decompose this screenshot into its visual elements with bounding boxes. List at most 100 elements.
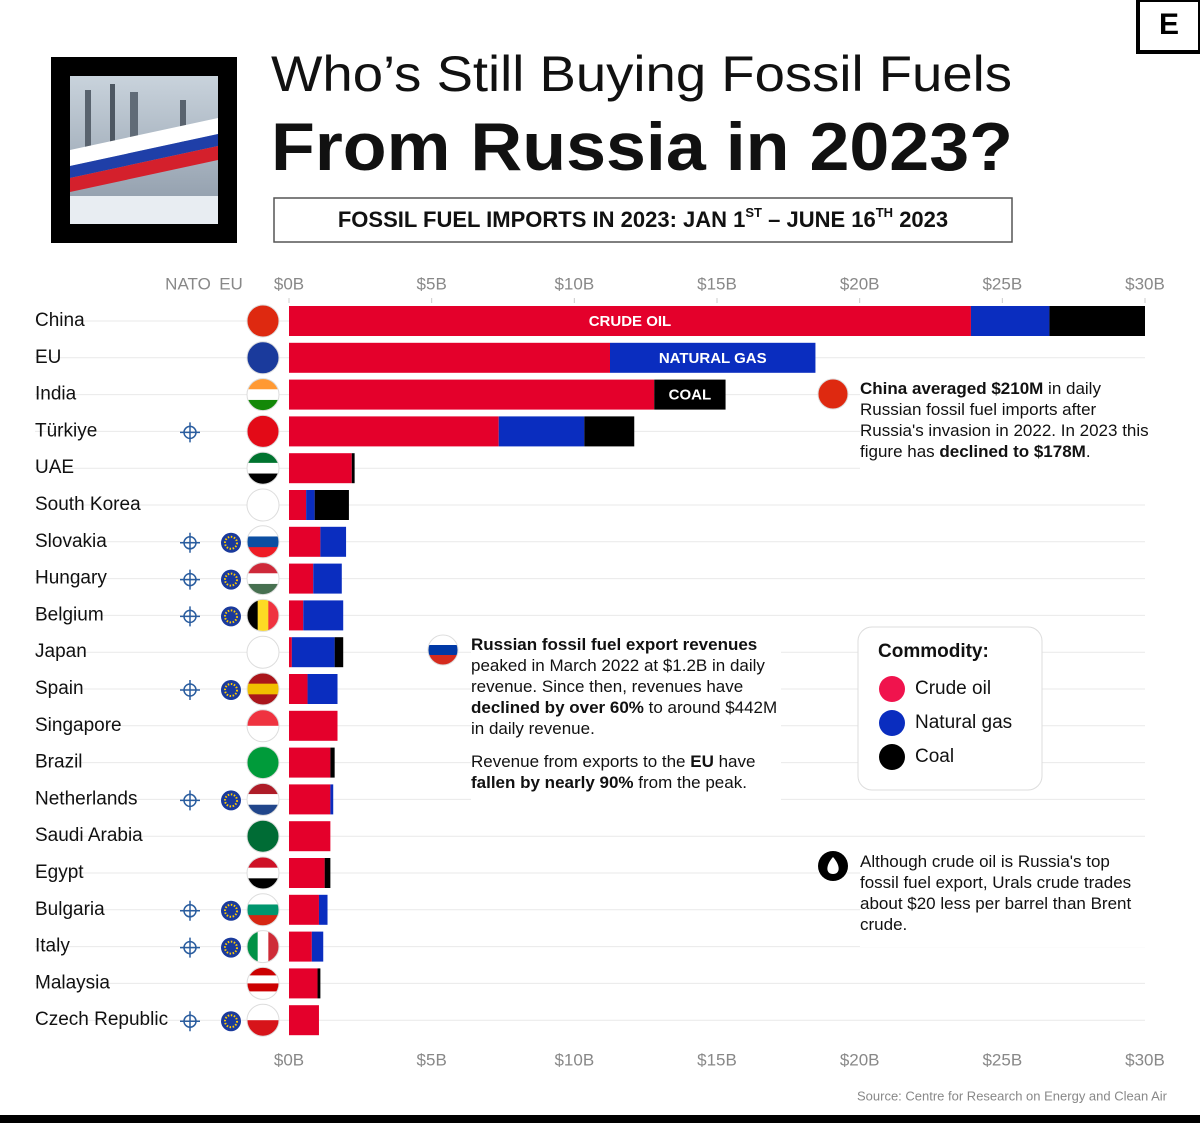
logo: E [1159, 8, 1179, 41]
flag-rim [246, 598, 280, 632]
flag [247, 783, 279, 816]
flag-stripe [247, 878, 279, 889]
y-tick-label: Spain [35, 678, 84, 699]
bar-segment [314, 490, 349, 520]
flag-stripe [247, 636, 279, 669]
flag-rim [246, 856, 280, 890]
eu-icon [221, 1011, 241, 1032]
bar-segment [498, 416, 585, 447]
bar-segment [318, 894, 328, 925]
bar-segment [330, 747, 335, 778]
flag-stripe [247, 820, 279, 853]
flag-stripe [247, 1004, 279, 1021]
nato-icon [180, 569, 200, 590]
annotation-text: have [713, 752, 756, 771]
flag-stripe [428, 655, 458, 665]
flag-stripe [247, 562, 279, 574]
bar-segment [289, 931, 312, 962]
flag-stripe [247, 991, 279, 1000]
flag-stripe [247, 967, 279, 976]
bar-segment [313, 563, 342, 594]
flag-rim [246, 378, 280, 412]
x-tick-label: $10B [554, 1050, 594, 1069]
x-tick-label: $25B [982, 274, 1022, 293]
bar-segment [303, 600, 344, 631]
flag [247, 930, 279, 963]
flag [247, 893, 279, 926]
annotation: China averaged $210M in daily Russian fo… [860, 378, 1160, 474]
flag [247, 305, 279, 337]
eu-icon [221, 606, 241, 627]
bar-segment [289, 858, 325, 888]
bar-segment [311, 931, 324, 962]
flag-stripe [247, 983, 279, 992]
y-tick-label: Japan [35, 641, 87, 662]
y-tick-label: China [35, 310, 85, 331]
subtitle-part: ST [745, 205, 762, 220]
x-tick-label: $0B [274, 1050, 304, 1069]
subtitle-part: 2023 [893, 207, 948, 232]
bar-segment [306, 490, 315, 520]
annotation-text: Although crude oil is Russia's top fossi… [860, 852, 1132, 934]
legend-label: Coal [915, 746, 954, 767]
bar-segment [289, 490, 307, 520]
bar-segment [320, 526, 347, 557]
source: Source: Centre for Research on Energy an… [857, 1088, 1168, 1103]
eu-icon [224, 609, 238, 624]
flag-stripe [247, 804, 279, 816]
flag-stripe [247, 462, 279, 475]
bar-label: NATURAL GAS [659, 350, 767, 367]
flag-stripe [247, 341, 279, 374]
flag [247, 525, 279, 558]
annotation-paragraph: Russian fossil fuel export revenues peak… [471, 634, 781, 739]
bar-segment [351, 453, 355, 484]
flag-rim [246, 782, 280, 816]
bar-segment [289, 784, 331, 815]
flag-rim [246, 525, 280, 559]
bar-segment [654, 379, 726, 410]
bar-segment [289, 379, 655, 410]
y-tick-label: India [35, 384, 77, 405]
eu-icon [221, 900, 241, 921]
y-tick-label: Türkiye [35, 420, 97, 441]
eu-icon [221, 680, 241, 700]
annotation: Although crude oil is Russia's top fossi… [860, 851, 1150, 947]
flag-rim [246, 893, 280, 927]
annotation-text: peaked in March 2022 at $1.2B in daily r… [471, 656, 765, 696]
bar-segment [289, 526, 321, 557]
nato-icon [180, 422, 200, 443]
flag-stripe [268, 599, 279, 632]
eu-icon [221, 569, 241, 590]
flag-stripe [268, 930, 279, 963]
y-tick-label: Italy [35, 936, 70, 957]
x-tick-label: $5B [417, 1050, 447, 1069]
flag-stripe [247, 683, 279, 695]
x-tick-label: $30B [1125, 1050, 1165, 1069]
flag [247, 341, 279, 374]
flag [428, 635, 458, 665]
flag-rim [246, 635, 280, 669]
flag-stripe [247, 583, 279, 595]
subtitle-part: – JUNE 16 [762, 207, 876, 232]
legend-swatch [879, 744, 905, 770]
nato-icon [180, 532, 200, 553]
eu-icon [224, 572, 238, 587]
legend-swatch [879, 710, 905, 736]
y-tick-label: Hungary [35, 568, 107, 589]
flag-stripe [247, 305, 279, 337]
flag-stripe [247, 709, 279, 727]
eu-icon [224, 940, 238, 955]
bar-segment [307, 674, 338, 704]
y-tick-label: Czech Republic [35, 1009, 168, 1030]
flag-stripe [247, 694, 279, 705]
bar-segment [289, 342, 610, 373]
flag-stripe [257, 599, 269, 632]
flag-stripe [247, 725, 279, 742]
nato-icon [180, 900, 200, 921]
flag [247, 489, 279, 521]
annotation-text: to around $442M in daily revenue. [471, 698, 778, 738]
x-tick-label: $20B [840, 274, 880, 293]
flag-rim [246, 562, 280, 596]
eu-icon [224, 1014, 238, 1029]
